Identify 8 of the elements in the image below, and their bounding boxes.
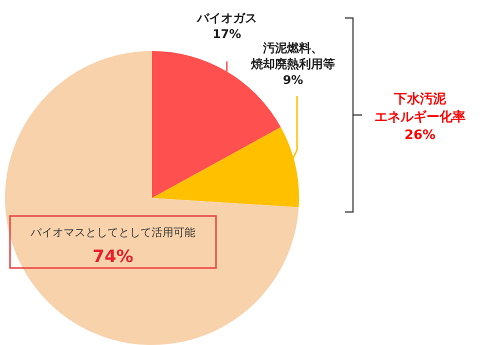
data-label: 17% (212, 27, 242, 41)
slice-label: バイオガス (196, 11, 257, 25)
data-label: 9% (282, 73, 304, 87)
slice-label: バイオマスとしてとして活用可能 (30, 226, 196, 239)
text: 26% (404, 128, 436, 143)
text: 下水汚泥エネルギー化率 (374, 92, 466, 125)
slice-label: 汚泥燃料、焼却廃熱利用等 (250, 41, 335, 71)
data-label: 74% (92, 247, 134, 267)
